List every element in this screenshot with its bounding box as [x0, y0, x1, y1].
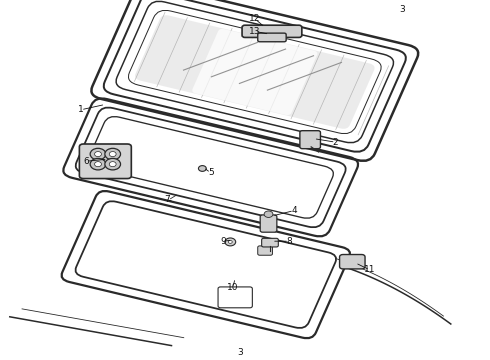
FancyBboxPatch shape	[258, 246, 272, 255]
Circle shape	[264, 211, 273, 217]
FancyBboxPatch shape	[242, 25, 302, 37]
Text: 9: 9	[220, 237, 226, 246]
Text: 10: 10	[227, 284, 239, 292]
FancyBboxPatch shape	[300, 131, 320, 149]
Text: 3: 3	[237, 348, 243, 356]
Circle shape	[225, 238, 236, 246]
Circle shape	[95, 162, 101, 167]
Text: 12: 12	[249, 14, 261, 23]
FancyBboxPatch shape	[260, 215, 277, 232]
Circle shape	[198, 166, 206, 171]
Text: 13: 13	[249, 27, 261, 36]
FancyBboxPatch shape	[135, 15, 375, 129]
Text: 3: 3	[399, 5, 405, 14]
Text: 8: 8	[286, 237, 292, 246]
Text: 6: 6	[83, 157, 89, 166]
FancyBboxPatch shape	[262, 238, 278, 247]
Text: 1: 1	[78, 105, 84, 114]
FancyBboxPatch shape	[340, 255, 365, 269]
Circle shape	[90, 148, 106, 160]
FancyBboxPatch shape	[98, 121, 324, 213]
Circle shape	[105, 158, 121, 170]
Circle shape	[109, 162, 116, 167]
Circle shape	[95, 152, 101, 157]
Text: 2: 2	[333, 138, 339, 147]
FancyBboxPatch shape	[77, 203, 334, 327]
Circle shape	[90, 158, 106, 170]
Text: 11: 11	[364, 266, 376, 275]
FancyBboxPatch shape	[258, 33, 286, 42]
Circle shape	[105, 148, 121, 160]
Text: 5: 5	[208, 168, 214, 177]
FancyBboxPatch shape	[192, 29, 318, 115]
FancyBboxPatch shape	[79, 144, 131, 179]
Text: 4: 4	[291, 206, 297, 215]
Circle shape	[109, 152, 116, 157]
Circle shape	[228, 240, 232, 243]
Text: 7: 7	[164, 195, 170, 204]
